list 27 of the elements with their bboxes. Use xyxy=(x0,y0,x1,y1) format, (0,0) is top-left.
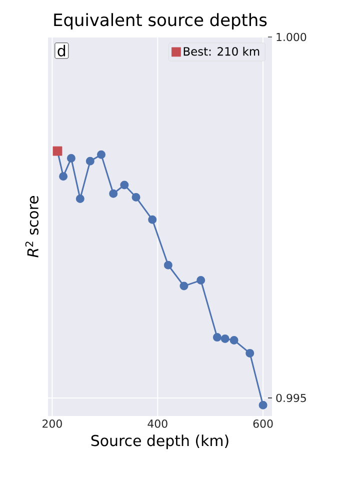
point xyxy=(66,154,76,163)
point xyxy=(86,156,94,166)
x-tick-label: 400 xyxy=(148,420,168,428)
y-axis-title: R$^{2}$ score xyxy=(25,196,38,258)
point xyxy=(109,189,118,198)
point xyxy=(148,215,157,224)
point xyxy=(196,276,206,285)
x-axis-title: Source depth (km) xyxy=(91,434,228,450)
point xyxy=(132,193,140,202)
point xyxy=(212,333,222,342)
point xyxy=(120,180,129,190)
point xyxy=(59,172,68,181)
y-tick-label: 0.995 xyxy=(276,394,306,402)
y-tick-label: 1.000 xyxy=(276,32,306,42)
x-tick-label: 600 xyxy=(253,420,273,428)
point xyxy=(220,334,230,344)
point xyxy=(246,348,254,358)
x-tick-label: 200 xyxy=(42,420,62,428)
legend-label: Best: 210 km xyxy=(184,46,260,56)
point xyxy=(258,400,268,410)
point xyxy=(96,150,106,159)
point xyxy=(76,194,84,203)
point xyxy=(230,336,238,344)
annotation: d xyxy=(58,44,66,56)
point xyxy=(180,282,188,290)
point xyxy=(164,260,172,270)
chart-title: Equivalent source depths xyxy=(54,13,267,30)
